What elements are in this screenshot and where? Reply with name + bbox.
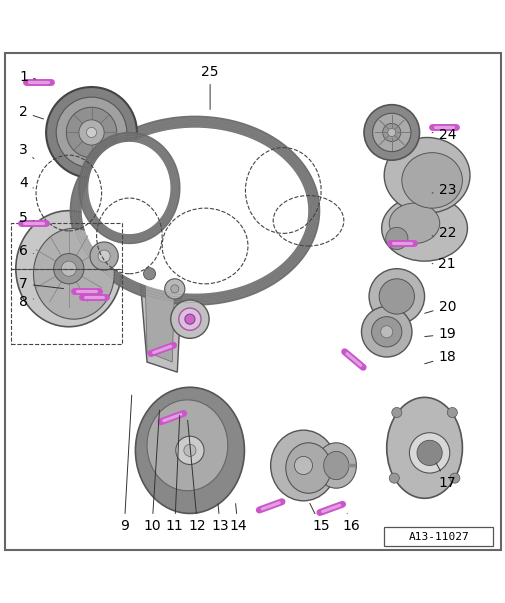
- Ellipse shape: [316, 443, 356, 488]
- Text: 13: 13: [211, 504, 229, 533]
- Text: 21: 21: [431, 257, 455, 271]
- Text: 9: 9: [120, 395, 131, 533]
- Text: A13-11027: A13-11027: [408, 532, 468, 541]
- Circle shape: [385, 227, 407, 250]
- Text: 1: 1: [19, 70, 36, 84]
- Circle shape: [449, 473, 459, 483]
- Text: 20: 20: [424, 300, 455, 314]
- Circle shape: [54, 254, 84, 284]
- Ellipse shape: [147, 400, 227, 491]
- Circle shape: [90, 242, 118, 270]
- Ellipse shape: [16, 210, 122, 327]
- Ellipse shape: [383, 137, 469, 213]
- Ellipse shape: [135, 387, 244, 513]
- Bar: [383, 527, 492, 546]
- Circle shape: [371, 317, 401, 347]
- Circle shape: [170, 285, 178, 293]
- Polygon shape: [137, 241, 182, 372]
- Text: 14: 14: [229, 504, 246, 533]
- Text: 24: 24: [431, 128, 455, 142]
- Circle shape: [446, 408, 457, 417]
- Circle shape: [175, 436, 204, 464]
- Circle shape: [178, 308, 200, 330]
- Text: 3: 3: [19, 143, 34, 159]
- Circle shape: [388, 473, 398, 483]
- Circle shape: [170, 300, 209, 338]
- Circle shape: [391, 408, 401, 417]
- Text: 18: 18: [424, 350, 455, 364]
- Polygon shape: [89, 142, 169, 233]
- Polygon shape: [82, 128, 307, 293]
- Text: 2: 2: [19, 106, 43, 119]
- Text: 12: 12: [187, 420, 206, 533]
- Text: 22: 22: [431, 226, 455, 241]
- Circle shape: [164, 279, 184, 299]
- Circle shape: [46, 87, 137, 178]
- Text: 25: 25: [201, 65, 219, 110]
- Ellipse shape: [270, 430, 336, 501]
- Circle shape: [363, 105, 419, 160]
- Text: 6: 6: [19, 244, 33, 258]
- Text: 17: 17: [435, 463, 455, 490]
- Circle shape: [416, 440, 441, 466]
- Circle shape: [387, 128, 395, 136]
- Ellipse shape: [33, 229, 114, 319]
- Ellipse shape: [285, 443, 331, 493]
- Ellipse shape: [323, 452, 348, 479]
- Circle shape: [166, 283, 178, 295]
- Bar: [11, 223, 122, 269]
- Circle shape: [86, 127, 96, 137]
- Text: 16: 16: [342, 514, 360, 533]
- Circle shape: [79, 120, 104, 145]
- Text: 10: 10: [143, 410, 161, 533]
- Circle shape: [98, 250, 110, 262]
- Ellipse shape: [386, 397, 462, 498]
- Ellipse shape: [378, 279, 414, 314]
- Polygon shape: [70, 116, 319, 305]
- Text: 15: 15: [309, 504, 329, 533]
- Text: 5: 5: [19, 211, 33, 226]
- Text: 23: 23: [431, 183, 455, 198]
- Polygon shape: [144, 251, 174, 362]
- Circle shape: [372, 113, 410, 151]
- Circle shape: [382, 124, 400, 142]
- Bar: [11, 269, 122, 344]
- Text: 4: 4: [19, 176, 33, 190]
- Text: 8: 8: [19, 294, 33, 309]
- Ellipse shape: [388, 203, 439, 244]
- Circle shape: [361, 306, 411, 357]
- Ellipse shape: [381, 195, 467, 261]
- Circle shape: [61, 261, 76, 276]
- Ellipse shape: [401, 153, 462, 208]
- Circle shape: [66, 107, 117, 158]
- Text: 19: 19: [424, 327, 455, 341]
- Ellipse shape: [368, 269, 424, 324]
- Circle shape: [409, 433, 449, 473]
- Circle shape: [143, 268, 156, 280]
- Circle shape: [184, 314, 194, 324]
- Circle shape: [294, 456, 312, 475]
- Polygon shape: [79, 133, 179, 244]
- Circle shape: [183, 444, 195, 456]
- Text: 7: 7: [19, 277, 64, 291]
- Circle shape: [56, 97, 127, 168]
- Text: 11: 11: [166, 415, 183, 533]
- Circle shape: [380, 326, 392, 338]
